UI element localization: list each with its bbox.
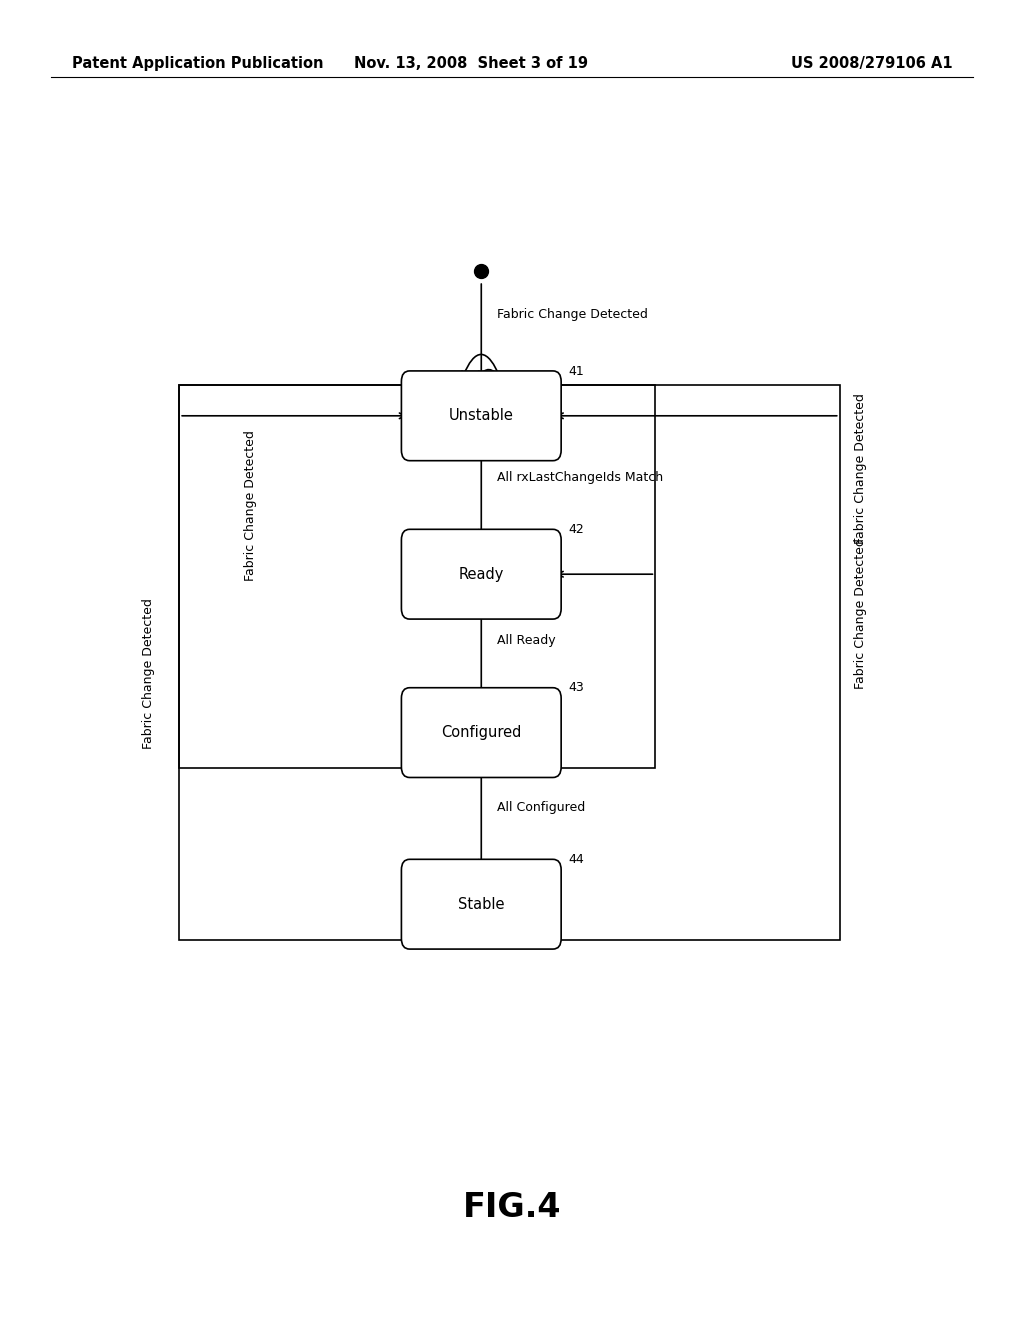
Text: All Ready: All Ready (497, 634, 555, 647)
Text: 43: 43 (568, 681, 584, 694)
FancyBboxPatch shape (401, 859, 561, 949)
Bar (179, 385, 655, 768)
Text: 44: 44 (568, 853, 584, 866)
Text: Fabric Change Detected: Fabric Change Detected (854, 539, 866, 689)
Text: Stable: Stable (458, 896, 505, 912)
Text: All Configured: All Configured (497, 801, 585, 814)
Text: Unstable: Unstable (449, 408, 514, 424)
FancyBboxPatch shape (401, 371, 561, 461)
Text: US 2008/279106 A1: US 2008/279106 A1 (791, 55, 952, 71)
Text: Fabric Change Detected: Fabric Change Detected (142, 598, 155, 748)
Text: Configured: Configured (441, 725, 521, 741)
Text: 42: 42 (568, 523, 584, 536)
Text: FIG.4: FIG.4 (463, 1191, 561, 1225)
Text: Ready: Ready (459, 566, 504, 582)
FancyBboxPatch shape (401, 529, 561, 619)
Text: All rxLastChangeIds Match: All rxLastChangeIds Match (497, 471, 663, 484)
Text: Patent Application Publication: Patent Application Publication (72, 55, 324, 71)
Text: Fabric Change Detected: Fabric Change Detected (245, 430, 257, 581)
FancyBboxPatch shape (401, 688, 561, 777)
Text: 41: 41 (568, 364, 584, 378)
Bar (179, 385, 840, 940)
Text: Nov. 13, 2008  Sheet 3 of 19: Nov. 13, 2008 Sheet 3 of 19 (354, 55, 588, 71)
Text: Fabric Change Detected: Fabric Change Detected (497, 308, 647, 321)
Text: Fabric Change Detected: Fabric Change Detected (854, 393, 866, 544)
